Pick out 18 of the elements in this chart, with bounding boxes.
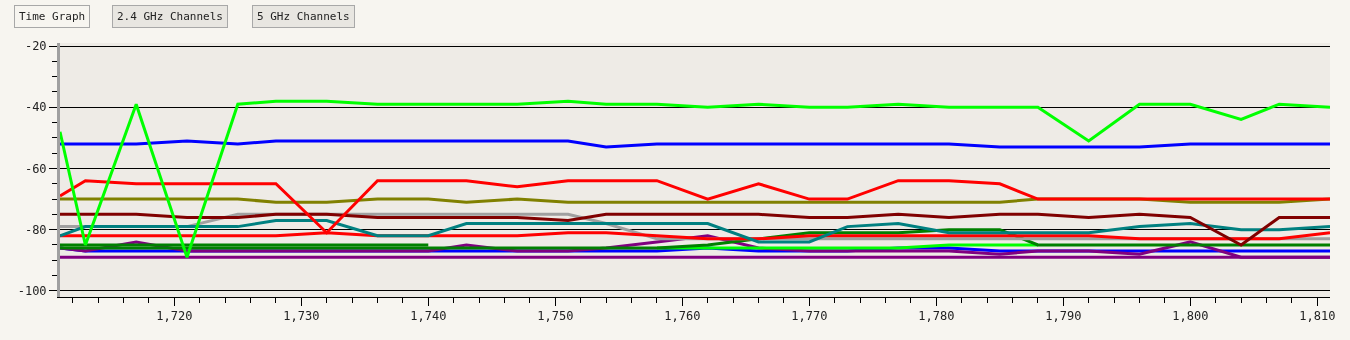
- x-tick-label: 1,800: [1172, 309, 1209, 324]
- y-tick-label: -100: [17, 284, 47, 299]
- x-tick-label: 1,740: [410, 309, 447, 324]
- text: Time Graph: [19, 10, 86, 23]
- y-tick-label: -40: [24, 100, 47, 115]
- x-tick-label: 1,810: [1299, 309, 1336, 324]
- y-tick-label: -60: [24, 161, 47, 176]
- x-tick-label: 1,720: [156, 309, 193, 324]
- text: 2.4 GHz Channels: [117, 10, 223, 23]
- y-tick-label: -80: [24, 222, 47, 237]
- x-tick-label: 1,770: [791, 309, 828, 324]
- x-tick-label: 1,730: [283, 309, 320, 324]
- x-tick-label: 1,780: [918, 309, 955, 324]
- y-tick-label: -20: [24, 39, 47, 54]
- x-tick-label: 1,790: [1045, 309, 1082, 324]
- x-tick-label: 1,760: [664, 309, 701, 324]
- text: 5 GHz Channels: [257, 10, 350, 23]
- x-tick-label: 1,750: [537, 309, 574, 324]
